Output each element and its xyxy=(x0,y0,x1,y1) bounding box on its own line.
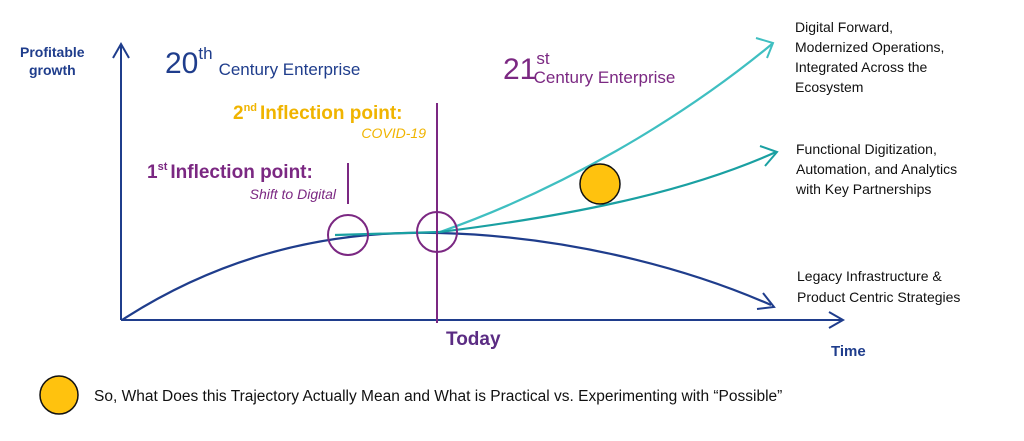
outcome-top-line-1: Digital Forward, xyxy=(795,19,893,35)
era-21-suffix: st xyxy=(536,49,550,68)
second-inflection-ordinal-suffix: nd xyxy=(244,102,257,114)
gold-focus-marker xyxy=(579,163,621,205)
first-inflection-subtitle: Shift to Digital xyxy=(250,186,337,202)
legacy-curve-arrowhead xyxy=(756,292,776,310)
era-21st-heading: 21st Century Enterprise xyxy=(503,49,675,87)
second-inflection-title: 2nd Inflection point: xyxy=(233,102,403,124)
outcome-bottom: Legacy Infrastructure & Product Centric … xyxy=(797,268,960,305)
outcome-top: Digital Forward, Modernized Operations, … xyxy=(795,19,944,95)
second-inflection-heading: Inflection point: xyxy=(260,103,402,124)
y-axis-label-line-1: Profitable xyxy=(20,44,85,60)
outcome-middle-line-1: Functional Digitization, xyxy=(796,141,937,157)
y-axis-label-line-2: growth xyxy=(29,62,76,78)
x-axis-label: Time xyxy=(831,343,866,360)
digitization-curve-arrowhead xyxy=(759,145,779,167)
footer-question-text: So, What Does this Trajectory Actually M… xyxy=(94,388,782,405)
legacy-curve xyxy=(121,231,772,321)
outcome-top-line-4: Ecosystem xyxy=(795,79,863,95)
outcome-middle-line-2: Automation, and Analytics xyxy=(796,161,957,177)
era-20th-heading: 20th Century Enterprise xyxy=(165,44,360,80)
digitization-curve xyxy=(439,150,777,234)
era-20-number: 20 xyxy=(165,47,198,80)
outcome-top-line-2: Modernized Operations, xyxy=(795,39,944,55)
y-axis-arrowhead xyxy=(112,41,130,59)
outcome-middle-line-3: with Key Partnerships xyxy=(795,181,931,197)
era-20-suffix: th xyxy=(198,44,212,63)
modernized-curve xyxy=(439,43,773,234)
today-label: Today xyxy=(446,329,501,350)
outcome-top-line-3: Integrated Across the xyxy=(795,59,928,75)
second-inflection-circle xyxy=(416,211,458,253)
first-inflection-ordinal-suffix: st xyxy=(158,161,168,173)
era-20-label: Century Enterprise xyxy=(219,60,361,79)
footer-gold-marker xyxy=(39,375,79,415)
x-axis-arrowhead xyxy=(828,311,846,329)
era-21-number: 21 xyxy=(503,53,536,86)
outcome-bottom-line-2: Product Centric Strategies xyxy=(797,289,960,305)
outcome-bottom-line-1: Legacy Infrastructure & xyxy=(797,268,942,284)
second-inflection-subtitle: COVID-19 xyxy=(361,125,426,141)
first-inflection-heading: Inflection point: xyxy=(170,162,312,183)
second-inflection-ordinal: 2 xyxy=(233,103,244,124)
base-flat-line xyxy=(334,230,441,237)
first-inflection-ordinal: 1 xyxy=(147,162,158,183)
era-21-label: Century Enterprise xyxy=(534,68,676,87)
modernized-curve-arrowhead xyxy=(755,37,775,59)
first-inflection-title: 1st Inflection point: xyxy=(147,161,313,183)
outcome-middle: Functional Digitization, Automation, and… xyxy=(795,141,957,197)
axes xyxy=(112,41,846,329)
first-inflection-circle xyxy=(327,214,369,256)
